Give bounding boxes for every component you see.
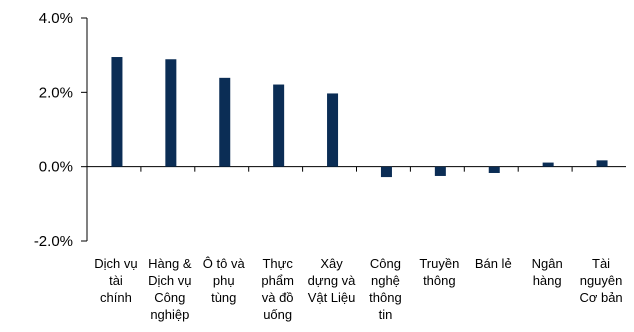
bar (434, 166, 446, 176)
bar (165, 59, 177, 167)
category-label: Ngân hàng (532, 256, 563, 288)
category-label: Tài nguyên Cơ bản (579, 256, 622, 305)
axes (86, 18, 626, 241)
y-tick-label: 2.0% (39, 84, 73, 101)
y-axis-ticks: -2.0% 0.0% 2.0% 4.0% (34, 10, 87, 250)
bar (596, 160, 608, 167)
y-tick-label: -2.0% (34, 233, 73, 250)
category-label: Truyền thông (419, 256, 459, 288)
category-label: Hàng & Dịch vụ Công nghiệp (148, 256, 192, 322)
category-labels: Dịch vụ tài chính Hàng & Dịch vụ Công nghiệpÔ … (94, 256, 622, 322)
bar (111, 57, 123, 167)
bar (219, 77, 231, 167)
bar (380, 166, 392, 178)
category-label: Công nghệ thông tin (369, 256, 402, 322)
bars (111, 57, 608, 178)
category-label: Dịch vụ tài chính (94, 256, 137, 305)
category-label: Ô tô và phụ tùng (203, 256, 246, 305)
bar (327, 93, 339, 167)
bar (488, 166, 500, 173)
bar (273, 84, 285, 167)
category-label: Bán lẻ (475, 256, 512, 271)
category-label: Xây dựng và Vật Liệu (308, 256, 357, 305)
y-tick-label: 0.0% (39, 159, 73, 176)
bar (542, 162, 554, 167)
category-label: Thực phẩm và đồ uống (261, 256, 294, 322)
y-tick-label: 4.0% (39, 10, 73, 27)
